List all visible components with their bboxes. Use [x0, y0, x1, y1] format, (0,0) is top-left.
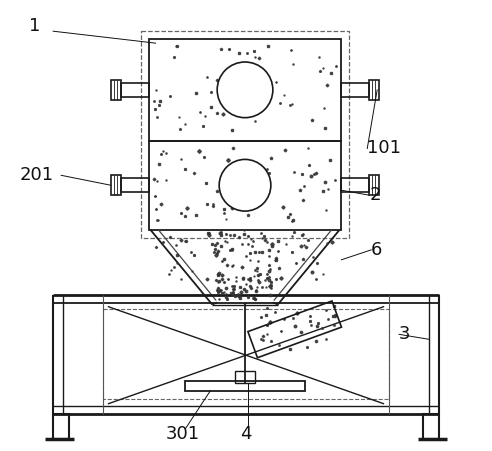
Text: 4: 4 [240, 425, 251, 443]
Bar [369, 175, 379, 195]
Text: 1: 1 [30, 17, 41, 35]
Bar [121, 83, 149, 97]
Bar [111, 80, 121, 100]
Text: 2: 2 [369, 186, 381, 204]
Bar [141, 31, 349, 238]
Circle shape [219, 159, 271, 211]
Text: 101: 101 [367, 139, 401, 157]
Text: 201: 201 [19, 166, 54, 184]
Bar [103, 309, 389, 399]
Bar [369, 80, 379, 100]
Bar [53, 414, 69, 439]
Circle shape [217, 62, 273, 118]
Bar [149, 39, 341, 141]
Bar [185, 381, 305, 391]
Bar [423, 414, 439, 439]
Text: 301: 301 [165, 425, 200, 443]
Bar [121, 178, 149, 192]
Bar [149, 141, 341, 230]
Bar [341, 178, 369, 192]
Bar [111, 175, 121, 195]
Text: 6: 6 [371, 241, 383, 259]
Bar [235, 371, 255, 383]
Bar [341, 83, 369, 97]
Text: 3: 3 [399, 325, 410, 343]
